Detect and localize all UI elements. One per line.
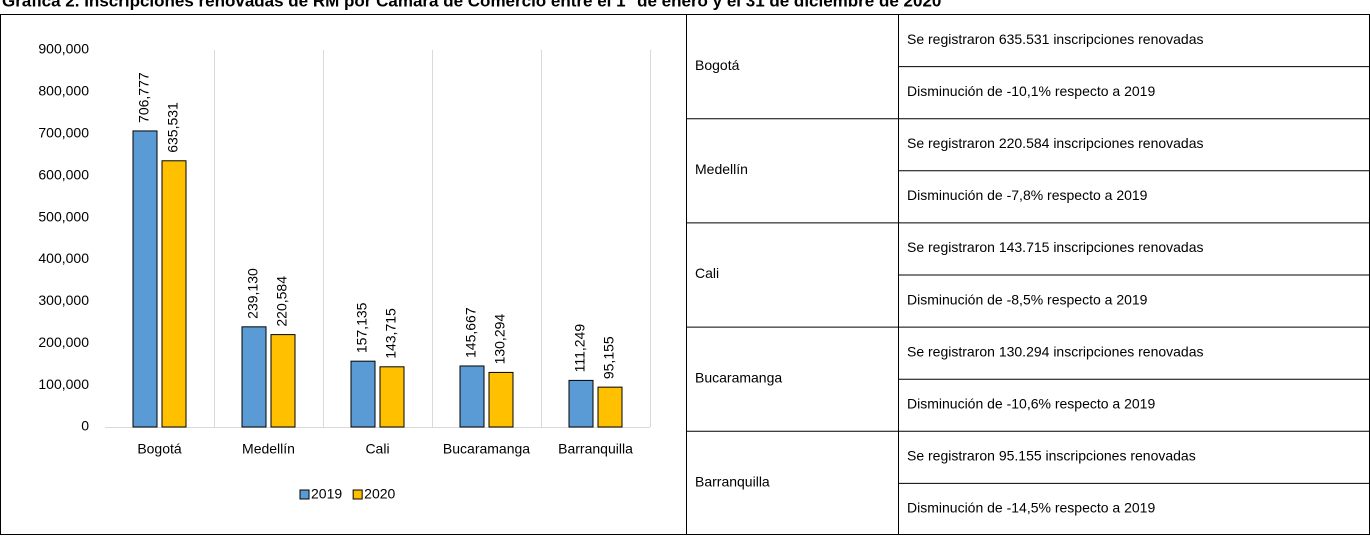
table-city: Bogotá (695, 57, 740, 73)
data-label: 95,155 (601, 336, 617, 379)
table-city: Bucaramanga (695, 369, 782, 385)
x-tick-label: Bucaramanga (443, 441, 530, 457)
table-city: Barranquilla (695, 474, 770, 490)
table-cell: Disminución de -8,5% respecto a 2019 (907, 291, 1148, 307)
data-label: 157,135 (354, 302, 370, 353)
table-cell: Se registraron 130.294 inscripciones ren… (907, 343, 1204, 359)
x-tick-label: Barranquilla (558, 441, 633, 457)
bar (459, 365, 485, 428)
table-cell: Se registraron 635.531 inscripciones ren… (907, 31, 1204, 47)
table-cell: Disminución de -10,1% respecto a 2019 (907, 83, 1155, 99)
x-tick-label: Cali (365, 441, 389, 457)
bar (161, 160, 187, 428)
chart-title: Gráfica 2. Inscripciones renovadas de RM… (2, 0, 941, 10)
y-tick-label: 700,000 (38, 124, 89, 140)
data-label: 145,667 (463, 307, 479, 358)
bar (350, 360, 376, 428)
y-tick-label: 800,000 (38, 83, 89, 99)
y-tick-label: 200,000 (38, 334, 89, 350)
table-cell: Se registraron 220.584 inscripciones ren… (907, 135, 1204, 151)
y-tick-label: 900,000 (38, 41, 89, 57)
legend-swatch (352, 489, 363, 500)
bar (568, 379, 594, 428)
bar (488, 371, 514, 428)
data-label: 111,249 (572, 324, 588, 373)
bar (597, 386, 623, 428)
bar (132, 130, 158, 428)
table-cell: Disminución de -10,6% respecto a 2019 (907, 395, 1155, 411)
data-label: 635,531 (165, 102, 181, 153)
y-tick-label: 600,000 (38, 166, 89, 182)
legend-label: 2019 (311, 486, 342, 502)
legend-swatch (299, 489, 310, 500)
table-cell: Disminución de -7,8% respecto a 2019 (907, 187, 1148, 203)
legend-label: 2020 (364, 486, 395, 502)
bar (241, 326, 267, 428)
table-cell: Se registraron 95.155 inscripciones reno… (907, 448, 1196, 464)
y-tick-label: 400,000 (38, 250, 89, 266)
bar (270, 334, 296, 428)
data-label: 220,584 (274, 276, 290, 327)
data-label: 143,715 (383, 308, 399, 359)
data-label: 239,130 (245, 268, 261, 319)
table-cell: Disminución de -14,5% respecto a 2019 (907, 500, 1155, 516)
y-tick-label: 0 (81, 418, 89, 434)
y-tick-label: 500,000 (38, 208, 89, 224)
bar (379, 366, 405, 428)
table-cell: Se registraron 143.715 inscripciones ren… (907, 239, 1204, 255)
y-tick-label: 300,000 (38, 292, 89, 308)
data-label: 706,777 (136, 72, 152, 123)
table-city: Cali (695, 265, 719, 281)
x-tick-label: Bogotá (137, 441, 182, 457)
data-label: 130,294 (492, 314, 508, 365)
x-tick-label: Medellín (242, 441, 295, 457)
table-city: Medellín (695, 161, 748, 177)
y-tick-label: 100,000 (38, 376, 89, 392)
